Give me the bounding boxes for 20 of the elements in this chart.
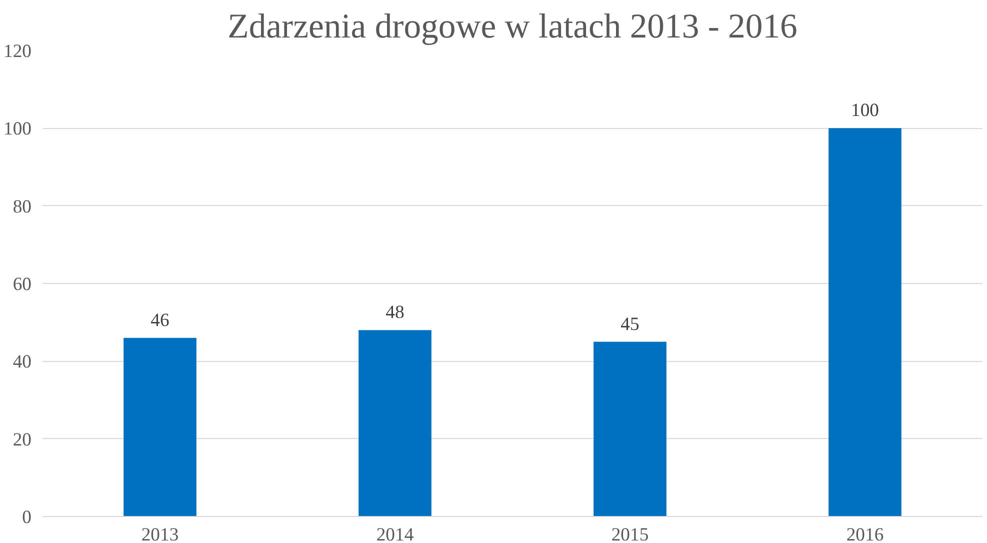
y-tick-label: 0	[22, 507, 32, 528]
bar	[594, 342, 666, 516]
bar	[828, 128, 902, 516]
x-tick-label: 2015	[611, 524, 649, 543]
data-label: 100	[851, 100, 879, 122]
data-label: 46	[150, 310, 170, 331]
y-tick-label: 120	[4, 41, 32, 62]
y-tick-label: 20	[12, 429, 32, 450]
y-tick-label: 100	[4, 118, 32, 140]
y-tick-label: 60	[12, 274, 32, 295]
x-tick-label: 2014	[376, 524, 414, 543]
bar	[124, 338, 196, 516]
bar	[358, 330, 432, 516]
x-tick-label: 2016	[846, 524, 884, 543]
data-label: 48	[386, 302, 404, 324]
y-tick-label: 80	[12, 196, 32, 218]
x-tick-label: 2013	[141, 524, 179, 543]
y-tick-label: 40	[12, 352, 32, 373]
chart-title: Zdarzenia drogowe w latach 2013 - 2016	[228, 8, 798, 46]
data-label: 45	[620, 314, 640, 335]
